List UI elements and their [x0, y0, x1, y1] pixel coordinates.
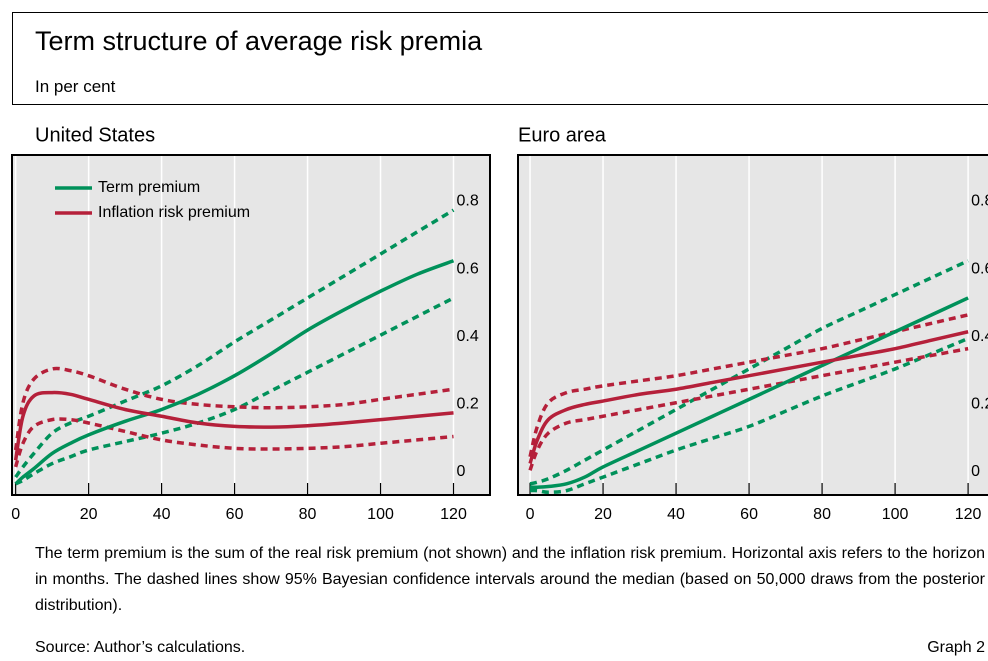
series-group	[13, 208, 455, 486]
y-tick-label: 0	[457, 463, 466, 480]
plot-frame	[11, 154, 491, 496]
plot-frame	[517, 154, 988, 496]
confidence-line	[14, 296, 455, 486]
x-tick-label: 120	[440, 506, 467, 523]
median-line	[530, 296, 969, 490]
x-tick-label: 20	[594, 506, 612, 523]
x-tick-label: 40	[153, 506, 171, 523]
x-tick-label: 20	[80, 506, 98, 523]
confidence-line	[528, 313, 969, 458]
x-tick-label: 0	[526, 506, 535, 523]
header-frame	[12, 12, 988, 105]
y-tick-label: 0.6	[457, 260, 479, 277]
legend-label: Term premium	[98, 179, 200, 196]
confidence-line	[530, 336, 969, 495]
x-tick-label: 60	[226, 506, 244, 523]
confidence-line	[528, 346, 969, 471]
title: Term structure of average risk premia	[35, 26, 483, 56]
x-tick-label: 80	[813, 506, 831, 523]
x-tick-label: 80	[299, 506, 317, 523]
x-tick-label: 60	[740, 506, 758, 523]
x-tick-label: 0	[11, 506, 20, 523]
confidence-line	[13, 417, 454, 468]
graph-label: Graph 2	[927, 639, 985, 656]
plot-area	[12, 155, 490, 495]
y-tick-label: 0.8	[971, 193, 988, 210]
y-tick-label: 0.2	[971, 395, 988, 412]
y-tick-label: 0.2	[457, 395, 479, 412]
y-tick-label: 0.8	[457, 193, 479, 210]
panel-title: United States	[35, 124, 155, 146]
subtitle: In per cent	[35, 77, 116, 96]
series-group	[528, 259, 969, 495]
x-tick-label: 40	[667, 506, 685, 523]
y-tick-label: 0.4	[971, 328, 988, 345]
x-tick-label: 120	[955, 506, 982, 523]
x-tick-label: 100	[367, 506, 394, 523]
panel-title: Euro area	[518, 124, 607, 146]
note: The term premium is the sum of the real …	[35, 545, 985, 614]
median-line	[13, 390, 454, 461]
y-tick-label: 0.4	[457, 328, 479, 345]
median-line	[14, 259, 455, 486]
median-line	[528, 330, 969, 465]
legend-label: Inflation risk premium	[98, 204, 250, 221]
source: Source: Author’s calculations.	[35, 639, 246, 656]
x-tick-label: 100	[882, 506, 909, 523]
y-tick-label: 0.6	[971, 260, 988, 277]
charts: United States 0 20 40 60 80 100 120 0 0.2 0.4 0.6 0.…	[11, 124, 988, 523]
y-tick-label: 0	[971, 463, 980, 480]
confidence-line	[14, 208, 455, 479]
